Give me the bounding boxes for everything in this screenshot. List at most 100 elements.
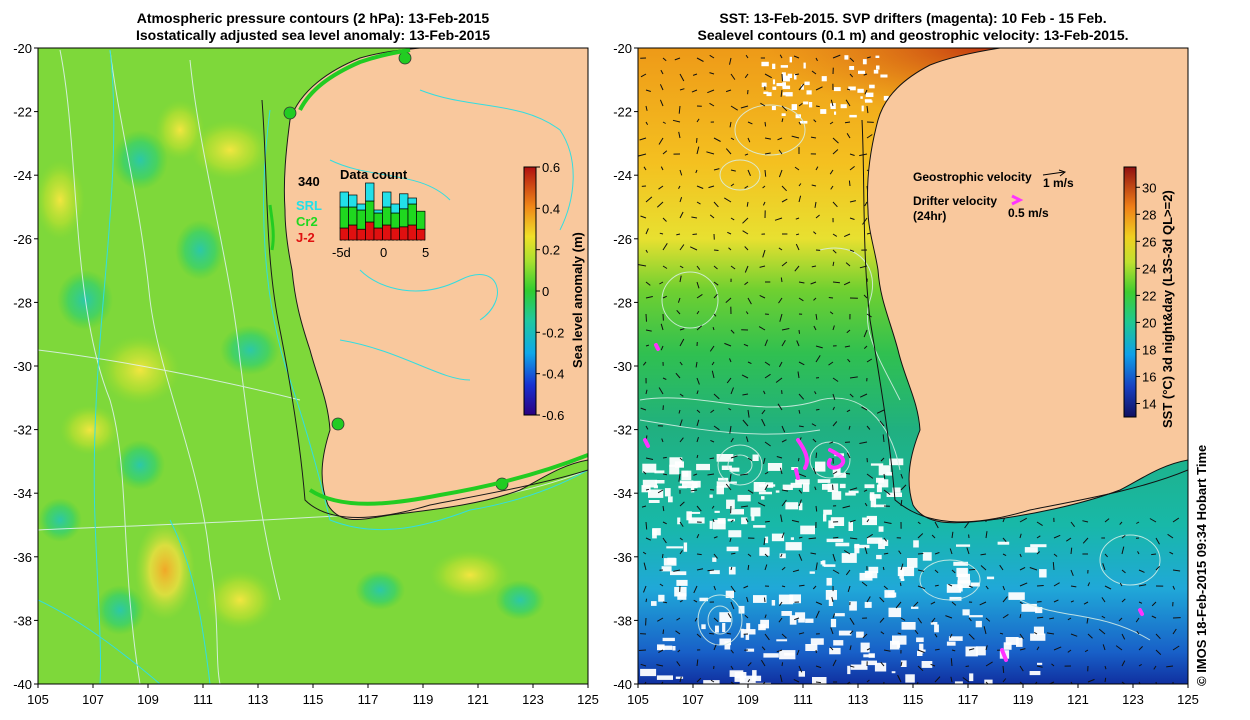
sla-colorbar-ramp: [523, 166, 537, 416]
dc-bar-cr2: [339, 206, 349, 229]
dc-bar-srl: [356, 203, 366, 211]
svp-drifter-tracks: [643, 343, 1144, 662]
left-x-tick-label: 113: [248, 692, 269, 707]
geostrophic-arrowhead-icon: [1058, 169, 1067, 177]
dc-bar-j2: [416, 228, 426, 241]
left-y-tick-label: -22: [13, 105, 32, 120]
data-count-chart: Data count 340 SRL Cr2 J-2 -5d 0 5: [296, 167, 429, 260]
left-x-tick-label: 111: [193, 692, 213, 707]
left-y-tick-label: -26: [13, 232, 32, 247]
dc-bar-cr2: [373, 212, 383, 229]
geostrophic-scale-label: 1 m/s: [1043, 176, 1074, 190]
right-x-tick-label: 111: [793, 692, 813, 707]
colorbar-tick-label: 0.6: [542, 160, 560, 175]
right-title-line2: Sealevel contours (0.1 m) and geostrophi…: [697, 27, 1129, 43]
right-y-tick-label: -30: [613, 359, 632, 374]
colorbar-tick-label: 14: [1142, 396, 1156, 411]
sla-colorbar-label: Sea level anomaly (m): [570, 232, 585, 368]
left-x-tick-label: 121: [467, 692, 489, 707]
velocity-legend: Geostrophic velocity 1 m/s Drifter veloc…: [913, 169, 1074, 223]
coastal-track-north: [298, 48, 411, 111]
drifter-velocity-label: Drifter velocity: [913, 194, 997, 208]
right-y-tick-label: -38: [613, 613, 632, 628]
left-x-tick-label: 115: [303, 692, 324, 707]
dc-bar-j2: [390, 227, 400, 241]
left-y-tick-label: -32: [13, 423, 32, 438]
left-y-tick-label: -38: [13, 613, 32, 628]
colorbar-tick-label: -0.6: [542, 408, 564, 423]
colorbar-tick-label: -0.2: [542, 325, 564, 340]
left-y-tick-label: -28: [13, 295, 32, 310]
right-title-line1: SST: 13-Feb-2015. SVP drifters (magenta)…: [719, 10, 1107, 26]
dc-bar-srl: [382, 191, 392, 208]
right-x-tick-label: 107: [682, 692, 704, 707]
data-count-bars: [339, 182, 426, 241]
dc-bar-j2: [348, 224, 358, 241]
right-panel-title: SST: 13-Feb-2015. SVP drifters (magenta)…: [638, 10, 1188, 44]
colorbar-tick-label: 20: [1142, 315, 1156, 330]
dc-bar-j2: [399, 226, 409, 241]
colorbar-tick-label: 16: [1142, 369, 1156, 384]
dc-bar-srl: [399, 193, 409, 210]
dc-bar-j2: [382, 224, 392, 241]
dc-bar-cr2: [382, 206, 392, 226]
dc-bar-cr2: [390, 212, 400, 229]
sla-anomaly-field: [38, 100, 545, 635]
left-y-tick-label: -34: [13, 486, 32, 501]
left-y-tick-label: -30: [13, 359, 32, 374]
right-x-tick-label: 117: [958, 692, 979, 707]
geostrophic-velocity-label: Geostrophic velocity: [913, 170, 1032, 184]
shelf-break-right: [861, 119, 1188, 523]
dc-bar-cr2: [407, 203, 417, 226]
colorbar-tick-label: 30: [1142, 180, 1156, 195]
dc-bar-j2: [356, 228, 366, 241]
colorbar-tick-label: 0: [542, 284, 549, 299]
coastal-track-south: [308, 453, 588, 506]
drifter-velocity-sub: (24hr): [913, 209, 946, 223]
left-x-tick-label: 107: [82, 692, 104, 707]
dc-bar-srl: [407, 197, 417, 205]
left-panel-title: Atmospheric pressure contours (2 hPa): 1…: [38, 10, 588, 44]
dc-bar-cr2: [356, 209, 366, 230]
dc-bar-srl: [390, 203, 400, 214]
left-y-tick-label: -40: [13, 677, 32, 692]
left-x-tick-label: 123: [522, 692, 544, 707]
dc-bar-srl: [339, 191, 349, 208]
legend-srl: SRL: [296, 198, 322, 213]
dc-x-tick-1: -5d: [332, 245, 351, 260]
right-y-tick-label: -24: [613, 168, 632, 183]
dc-bar-j2: [339, 227, 349, 241]
legend-cr2: Cr2: [296, 214, 318, 229]
colorbar-tick-label: 18: [1142, 342, 1156, 357]
colorbar-tick-label: 0.4: [542, 201, 560, 216]
right-y-tick-label: -32: [613, 423, 632, 438]
dc-bar-srl: [373, 209, 383, 214]
colorbar-tick-label: -0.4: [542, 367, 564, 382]
data-count-title: Data count: [340, 167, 408, 182]
left-y-tick-label: -36: [13, 550, 32, 565]
colorbar-tick-label: 24: [1142, 261, 1156, 276]
right-y-tick-label: -36: [613, 550, 632, 565]
left-x-tick-label: 117: [358, 692, 379, 707]
shark-bay-track: [268, 204, 275, 251]
sst-colorbar-ramp: [1123, 166, 1137, 418]
right-x-tick-label: 105: [627, 692, 649, 707]
left-x-tick-label: 105: [27, 692, 49, 707]
dc-x-tick-2: 0: [380, 245, 387, 260]
dc-bar-srl: [348, 194, 358, 208]
left-map: [38, 48, 588, 684]
imos-credit: © IMOS 18-Feb-2015 09:34 Hobart Time: [1194, 444, 1209, 686]
right-x-tick-label: 123: [1122, 692, 1144, 707]
left-title-line2: Isostatically adjusted sea level anomaly…: [135, 27, 491, 43]
australia-land-left: [280, 48, 588, 520]
dc-bar-cr2: [416, 210, 426, 230]
dc-bar-cr2: [365, 200, 375, 223]
colorbar-tick-label: 28: [1142, 207, 1156, 222]
shelf-break-left: [261, 99, 588, 518]
right-y-tick-label: -22: [613, 105, 632, 120]
pressure-contours: [38, 49, 588, 684]
right-x-tick-label: 113: [848, 692, 869, 707]
right-y-tick-label: -34: [613, 486, 632, 501]
sea-level-contours: [639, 104, 1161, 646]
right-x-tick-label: 115: [903, 692, 924, 707]
